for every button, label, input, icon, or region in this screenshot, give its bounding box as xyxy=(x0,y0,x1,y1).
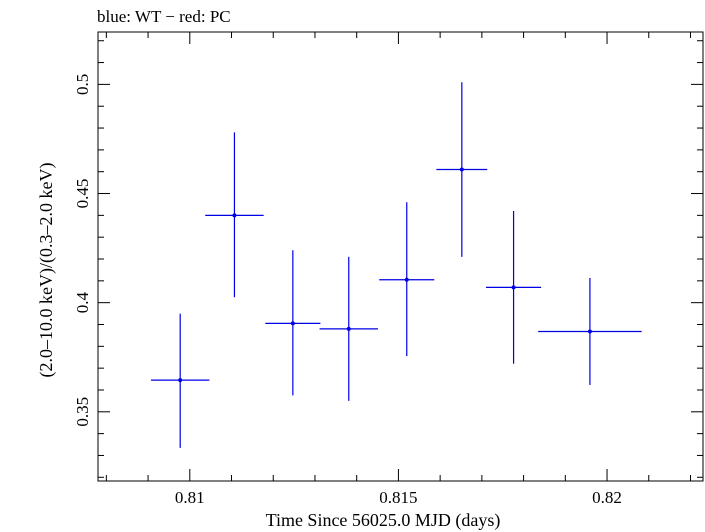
y-tick-label: 0.5 xyxy=(73,74,92,95)
x-tick-label: 0.81 xyxy=(175,488,205,507)
data-point xyxy=(150,313,210,448)
point-marker xyxy=(232,213,237,218)
x-tick-label: 0.82 xyxy=(592,488,622,507)
axis-ticks: 0.81 0.815 0.82 0.35 0.4 0.45 0.5 xyxy=(73,32,703,507)
point-marker xyxy=(178,378,183,383)
y-tick-label: 0.35 xyxy=(73,397,92,427)
y-tick-label: 0.4 xyxy=(73,292,92,314)
y-axis-label: (2.0–10.0 keV)/(0.3–2.0 keV) xyxy=(36,163,57,378)
plot-frame xyxy=(97,31,704,482)
x-tick-label: 0.815 xyxy=(379,488,417,507)
y-tick-label: 0.45 xyxy=(73,179,92,209)
data-point xyxy=(379,202,435,357)
chart-subtitle: blue: WT − red: PC xyxy=(97,7,231,26)
data-point xyxy=(319,256,378,401)
data-point xyxy=(538,278,642,385)
data-point xyxy=(205,132,264,298)
data-point xyxy=(486,210,542,364)
point-marker xyxy=(587,329,592,334)
point-marker xyxy=(346,326,351,331)
data-series xyxy=(150,82,642,448)
point-marker xyxy=(459,167,464,172)
point-marker xyxy=(404,277,409,282)
data-point xyxy=(265,250,321,396)
data-point xyxy=(436,82,488,257)
x-axis-label: Time Since 56025.0 MJD (days) xyxy=(266,510,501,531)
point-marker xyxy=(511,285,516,290)
point-marker xyxy=(290,321,295,326)
